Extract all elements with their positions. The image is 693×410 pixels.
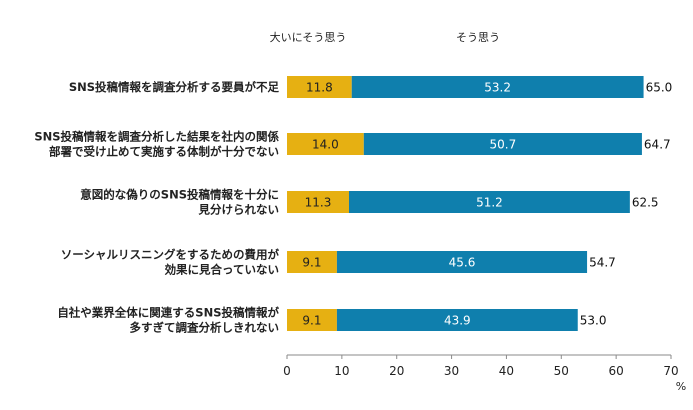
data-label-series2: 50.7: [490, 138, 517, 152]
bar-segment-series2: [348, 191, 630, 213]
data-label-series1: 14.0: [312, 138, 339, 152]
bar-segment-series1: [287, 309, 337, 331]
data-label-series2: 45.6: [449, 256, 476, 270]
total-label: 54.7: [589, 256, 616, 270]
x-tick-label: 70: [663, 364, 678, 378]
data-label-series2: 51.2: [476, 196, 503, 210]
data-label-series1: 9.1: [302, 256, 321, 270]
x-tick-label: 30: [444, 364, 459, 378]
category-label: 自社や業界全体に関連するSNS投稿情報が: [57, 306, 279, 320]
bar-segment-series2: [336, 251, 588, 273]
x-tick-label: 10: [334, 364, 349, 378]
total-label: 62.5: [632, 196, 659, 210]
bar-segment-series1: [287, 76, 352, 98]
bars: 11.8 53.2 65.0 14.0 50.7 64.7 11.3 51.2 62.5 9.1 4…: [287, 76, 672, 331]
bar-segment-series1: [287, 133, 364, 155]
x-tick-label: 50: [554, 364, 569, 378]
legend-label-1: 大いにそう思う: [270, 30, 347, 44]
category-label: 効果に見合っていない: [165, 263, 279, 277]
bar-segment-series2: [336, 309, 578, 331]
bar-segment-series1: [287, 251, 337, 273]
data-label-series1: 11.3: [305, 196, 332, 210]
data-label-series1: 9.1: [302, 314, 321, 328]
category-labels: SNS投稿情報を調査分析する要員が不足 SNS投稿情報を調査分析した結果を社内の関…: [34, 80, 279, 335]
x-axis-unit: %: [676, 380, 686, 393]
category-label: 意図的な偽りのSNS投稿情報を十分に: [80, 188, 279, 202]
total-label: 53.0: [580, 314, 607, 328]
total-label: 65.0: [646, 81, 673, 95]
data-label-series1: 11.8: [306, 81, 333, 95]
legend-label-2: そう思う: [456, 31, 500, 44]
x-tick-label: 40: [499, 364, 514, 378]
x-axis: 0 10 20 30 40 50 60 70: [283, 354, 679, 378]
x-tick-label: 60: [609, 364, 624, 378]
category-label: ソーシャルリスニングをするための費用が: [61, 248, 280, 262]
category-label: 部署で受け止めて実施する体制が十分でない: [49, 145, 279, 159]
legend: 大いにそう思う そう思う: [270, 30, 500, 44]
bar-segment-series1: [287, 191, 349, 213]
category-label: SNS投稿情報を調査分析した結果を社内の関係: [34, 130, 279, 144]
total-label: 64.7: [644, 138, 671, 152]
bar-segment-series2: [363, 133, 642, 155]
category-label: 多すぎて調査分析しきれない: [130, 321, 280, 335]
data-label-series2: 43.9: [444, 314, 471, 328]
x-tick-label: 0: [283, 364, 291, 378]
category-label: 見分けられない: [198, 203, 280, 217]
x-tick-label: 20: [389, 364, 404, 378]
category-label: SNS投稿情報を調査分析する要員が不足: [69, 80, 280, 94]
bar-segment-series2: [351, 76, 644, 98]
data-label-series2: 53.2: [484, 81, 511, 95]
